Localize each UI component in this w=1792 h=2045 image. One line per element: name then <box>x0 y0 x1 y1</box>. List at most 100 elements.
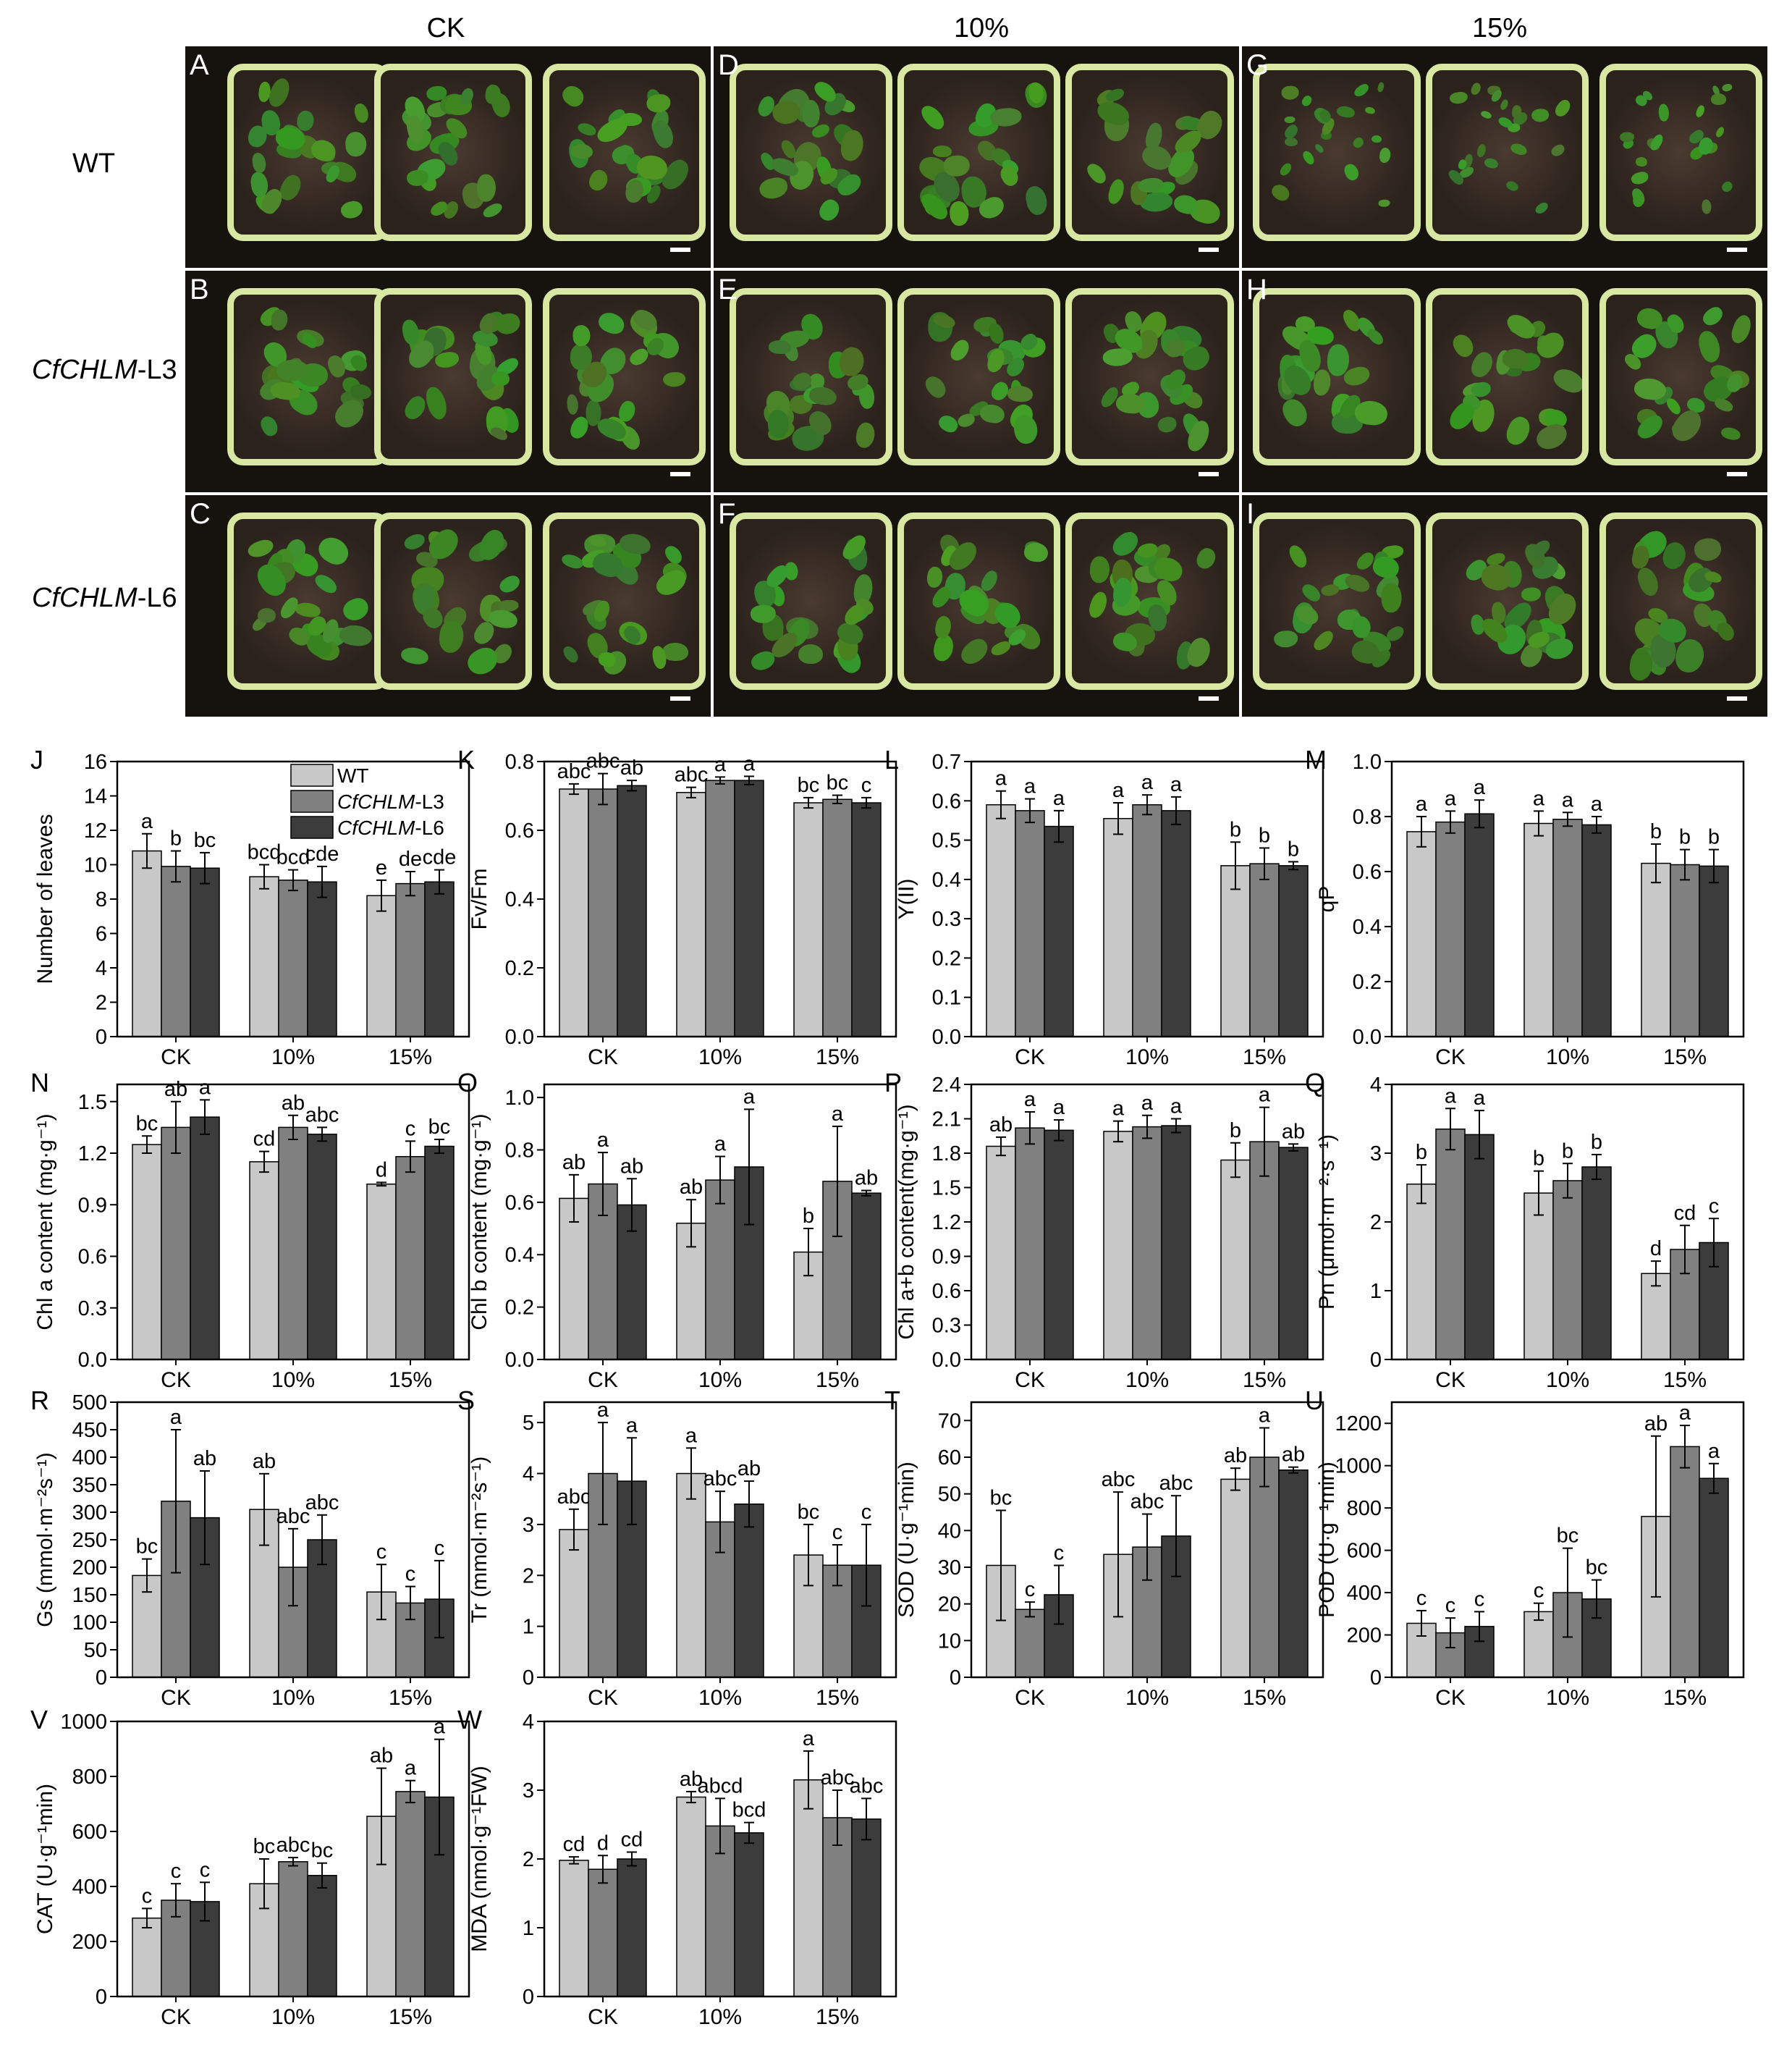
x-tick-label: 10% <box>1546 1045 1589 1069</box>
significance-letter: a <box>1679 1401 1691 1425</box>
y-tick-label: 4 <box>523 1463 534 1486</box>
panel-letter: P <box>884 1068 902 1097</box>
bar-p-s2-c0 <box>1044 1129 1074 1360</box>
significance-letter: a <box>714 1133 727 1156</box>
panel-letter: B <box>190 274 209 305</box>
scale-bar <box>670 472 690 476</box>
plant-pot <box>729 64 892 242</box>
x-tick-label: 10% <box>698 2005 742 2029</box>
y-tick-label: 450 <box>72 1419 107 1442</box>
panel-letter: N <box>30 1068 49 1097</box>
y-tick-label: 1.5 <box>78 1091 107 1114</box>
y-tick-label: 0.0 <box>78 1349 107 1372</box>
scale-bar <box>1727 248 1747 252</box>
significance-letter: b <box>1259 824 1270 847</box>
bar-v-s0-c0 <box>132 1917 162 1997</box>
x-tick-label: 10% <box>1125 1686 1169 1710</box>
row-header-wt: WT <box>72 148 115 180</box>
x-tick-label: 10% <box>271 1368 315 1392</box>
bar-l-s2-c0 <box>1044 825 1074 1037</box>
y-tick-label: 0.8 <box>505 1139 534 1162</box>
significance-letter: a <box>1141 771 1154 794</box>
x-tick-label: 15% <box>816 2005 859 2029</box>
significance-letter: ab <box>282 1092 305 1115</box>
scale-bar <box>670 696 690 701</box>
bar-j-s2-c2 <box>424 881 455 1037</box>
significance-letter: c <box>405 1563 416 1586</box>
y-tick-label: 0.0 <box>505 1026 534 1049</box>
significance-letter: ab <box>1282 1443 1305 1467</box>
bar-l-s1-c2 <box>1249 863 1280 1037</box>
plant-photo-c: C <box>185 495 711 717</box>
bar-t-s2-c2 <box>1278 1469 1309 1678</box>
plant-pot <box>1599 64 1762 242</box>
significance-letter: abc <box>557 760 591 783</box>
bar-l-s1-c0 <box>1015 810 1045 1037</box>
y-tick-label: 0.0 <box>932 1026 961 1049</box>
leaf <box>1710 93 1726 105</box>
bar-n-s1-c1 <box>278 1126 308 1360</box>
bar-w-s2-c2 <box>851 1818 882 1997</box>
significance-letter: a <box>743 752 756 775</box>
y-tick-label: 3 <box>523 1514 534 1537</box>
x-tick-label: 15% <box>389 1368 432 1392</box>
bar-m-s1-c1 <box>1552 819 1583 1037</box>
significance-letter: a <box>141 810 153 833</box>
significance-letter: a <box>597 1129 609 1152</box>
scale-bar <box>1199 696 1219 701</box>
bar-p-s1-c0 <box>1015 1127 1045 1360</box>
bar-t-s1-c2 <box>1249 1456 1280 1678</box>
x-tick-label: CK <box>1015 1686 1045 1710</box>
significance-letter: a <box>685 1424 698 1447</box>
panel-letter: D <box>718 49 739 81</box>
significance-letter: c <box>405 1117 416 1140</box>
bar-q-s1-c0 <box>1435 1129 1466 1360</box>
significance-letter: a <box>1024 1088 1036 1111</box>
significance-letter: a <box>803 1727 815 1750</box>
bar-w-s2-c0 <box>617 1858 647 1997</box>
legend-swatch <box>290 816 334 839</box>
significance-letter: abc <box>276 1834 310 1857</box>
panel-letter: Q <box>1305 1068 1325 1097</box>
x-tick-label: 10% <box>698 1368 742 1392</box>
y-tick-label: 16 <box>84 751 107 774</box>
y-tick-label: 0.4 <box>1353 916 1382 939</box>
y-axis-label: SOD (U·g⁻¹min) <box>895 1462 918 1618</box>
y-axis-label: Tr (mmol·m⁻²s⁻¹) <box>468 1456 491 1623</box>
plant-photo-b: B <box>185 271 711 492</box>
y-tick-label: 40 <box>938 1519 961 1543</box>
significance-letter: cde <box>423 846 457 869</box>
significance-letter: abc <box>557 1485 591 1509</box>
x-tick-label: 15% <box>389 1045 432 1069</box>
bar-l-s0-c1 <box>1103 817 1133 1037</box>
panel-letter: V <box>30 1705 48 1734</box>
plant-pot <box>1252 513 1421 691</box>
x-tick-label: CK <box>1015 1368 1045 1392</box>
scale-bar <box>670 248 690 252</box>
y-tick-label: 0 <box>1370 1666 1382 1690</box>
bar-p-s2-c1 <box>1161 1125 1191 1360</box>
y-tick-label: 0.3 <box>932 908 961 931</box>
x-tick-label: 15% <box>1243 1686 1286 1710</box>
bar-p-s0-c0 <box>986 1145 1016 1360</box>
chart-n: N 0.0 0.3 0.6 0.9 1.2 1.5 Chl a content (mg·g⁻¹… <box>30 1068 470 1392</box>
y-axis-label: CAT (U·g⁻¹min) <box>33 1784 57 1934</box>
y-tick-label: 30 <box>938 1556 961 1580</box>
significance-letter: ab <box>680 1176 703 1199</box>
bar-u-s1-c2 <box>1670 1446 1700 1678</box>
y-tick-label: 0.0 <box>1353 1026 1382 1049</box>
significance-letter: bcd <box>248 841 282 864</box>
y-tick-label: 4 <box>96 957 107 980</box>
bar-v-s1-c2 <box>395 1791 426 1997</box>
significance-letter: bc <box>194 829 216 852</box>
y-axis-label: Chl b content (mg·g⁻¹) <box>468 1113 491 1330</box>
panel-letter: J <box>30 745 43 775</box>
plant-photo-a: A <box>185 46 711 268</box>
bar-s-s2-c1 <box>734 1503 764 1678</box>
y-tick-label: 0.6 <box>505 819 534 843</box>
panel-letter: U <box>1305 1386 1324 1415</box>
y-axis-label: Gs (mmol·m⁻²s⁻¹) <box>33 1452 57 1627</box>
bar-t-s0-c2 <box>1220 1478 1251 1678</box>
bar-q-s2-c1 <box>1581 1166 1612 1360</box>
